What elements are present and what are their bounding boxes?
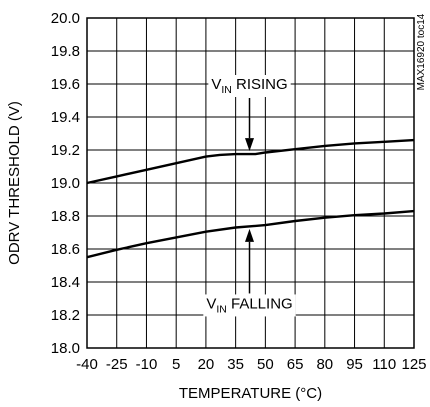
y-tick-label: 18.2 (51, 307, 80, 324)
y-tick-labels: 18.0 18.2 18.4 18.6 18.8 19.0 19.2 19.4 19.6 19.8… (51, 10, 80, 357)
y-tick-label: 18.0 (51, 340, 80, 357)
y-tick-label: 18.8 (51, 208, 80, 225)
x-tick-label: 20 (198, 356, 215, 373)
x-tick-label: 125 (401, 356, 426, 373)
y-tick-label: 19.8 (51, 43, 80, 60)
x-tick-label: 110 (372, 356, 396, 373)
x-tick-label: -40 (76, 356, 98, 373)
y-axis-title: ODRV THRESHOLD (V) (6, 101, 23, 265)
annotation-arrow-head (245, 138, 255, 152)
x-tick-label: 50 (257, 356, 274, 373)
x-axis-title: TEMPERATURE (°C) (179, 385, 322, 402)
annotation-arrow-head (245, 228, 255, 242)
x-tick-label: -25 (106, 356, 128, 373)
y-tick-label: 18.4 (51, 274, 80, 291)
x-tick-label: 95 (346, 356, 363, 373)
y-tick-label: 18.6 (51, 241, 80, 258)
x-tick-label: -10 (136, 356, 158, 373)
annotation-1: VIN RISING (208, 75, 291, 152)
annotation-background (208, 75, 291, 97)
y-tick-label: 19.0 (51, 175, 80, 192)
x-tick-label: 80 (316, 356, 333, 373)
y-tick-label: 19.4 (51, 109, 80, 126)
y-tick-label: 20.0 (51, 10, 80, 27)
series-line-vin-falling (86, 209, 415, 259)
y-tick-label: 19.6 (51, 76, 80, 93)
annotation-label: VIN RISING (211, 76, 287, 96)
annotation-layer: VIN RISING VIN FALLING (203, 75, 296, 317)
series-layer (86, 138, 415, 259)
annotation-background (203, 294, 296, 317)
annotation-2: VIN FALLING (203, 228, 296, 317)
x-tick-labels: -40 -25 -10 5 20 35 50 65 80 95 110 125 (76, 356, 426, 373)
annotation-label: VIN FALLING (206, 295, 292, 315)
x-tick-label: 35 (227, 356, 244, 373)
figure-code-label: MAX16920 toc14 (416, 13, 427, 90)
series-line-vin-rising (86, 138, 415, 185)
x-tick-label: 5 (172, 356, 180, 373)
x-tick-label: 65 (287, 356, 304, 373)
y-tick-label: 19.2 (51, 142, 80, 159)
